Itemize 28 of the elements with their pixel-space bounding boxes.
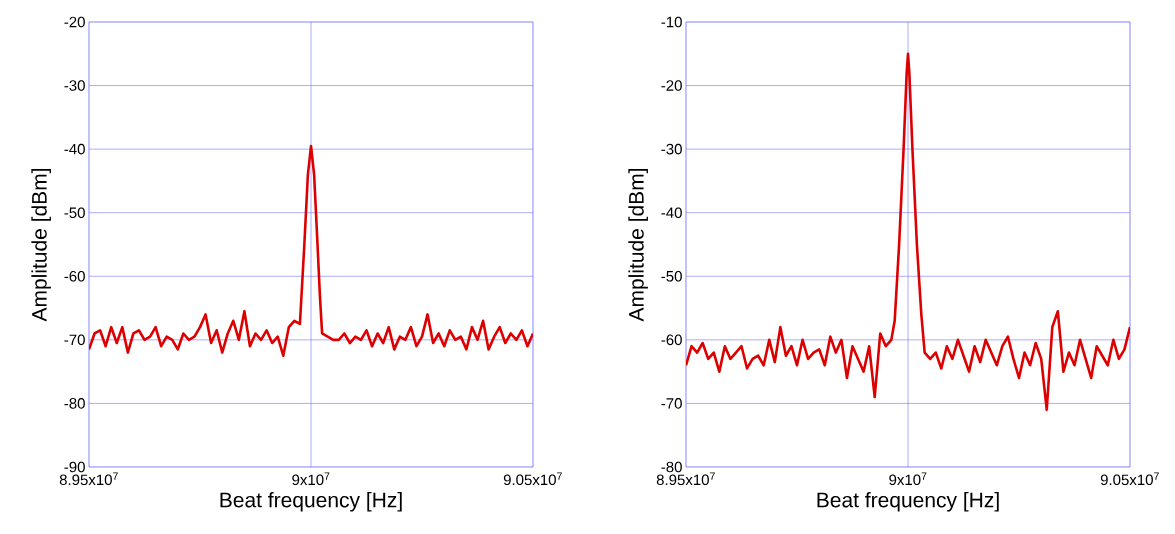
y-axis-title: Amplitude [dBm] [628, 168, 648, 322]
x-axis-title: Beat frequency [Hz] [220, 491, 402, 512]
x-tick-label: 9x10$^{7}$ [889, 472, 927, 486]
y-tick-label: -20 [661, 80, 682, 91]
y-tick-label: -80 [661, 461, 682, 473]
y-tick-label: -30 [661, 143, 682, 155]
y-tick-label: -60 [64, 270, 85, 282]
y-tick-label: -20 [64, 16, 85, 28]
y-tick-label: -80 [64, 398, 85, 409]
y-tick-label: -60 [661, 334, 682, 346]
y-axis-title: Amplitude [dBm] [31, 168, 51, 322]
line-series [686, 52, 1130, 412]
x-tick-label: 8.95x10$^{7}$ [59, 472, 118, 486]
y-tick-label: -50 [64, 207, 85, 219]
y-tick-label: -40 [64, 143, 85, 155]
y-tick-label: -70 [661, 398, 682, 409]
y-tick-label: -10 [661, 16, 682, 28]
x-tick-label: 8.95x10$^{7}$ [656, 472, 715, 486]
x-tick-label: 9x10$^{7}$ [292, 472, 330, 486]
y-tick-label: -70 [64, 334, 85, 346]
x-tick-label: 9.05x10$^{7}$ [503, 472, 562, 486]
x-axis-title: Beat frequency [Hz] [817, 491, 999, 512]
y-tick-label: -50 [661, 270, 682, 282]
x-tick-label: 9.05x10$^{7}$ [1100, 472, 1159, 486]
y-tick-label: -40 [661, 207, 682, 219]
y-tick-label: -30 [64, 80, 85, 91]
y-tick-label: -90 [64, 461, 85, 473]
line-series [89, 144, 533, 358]
